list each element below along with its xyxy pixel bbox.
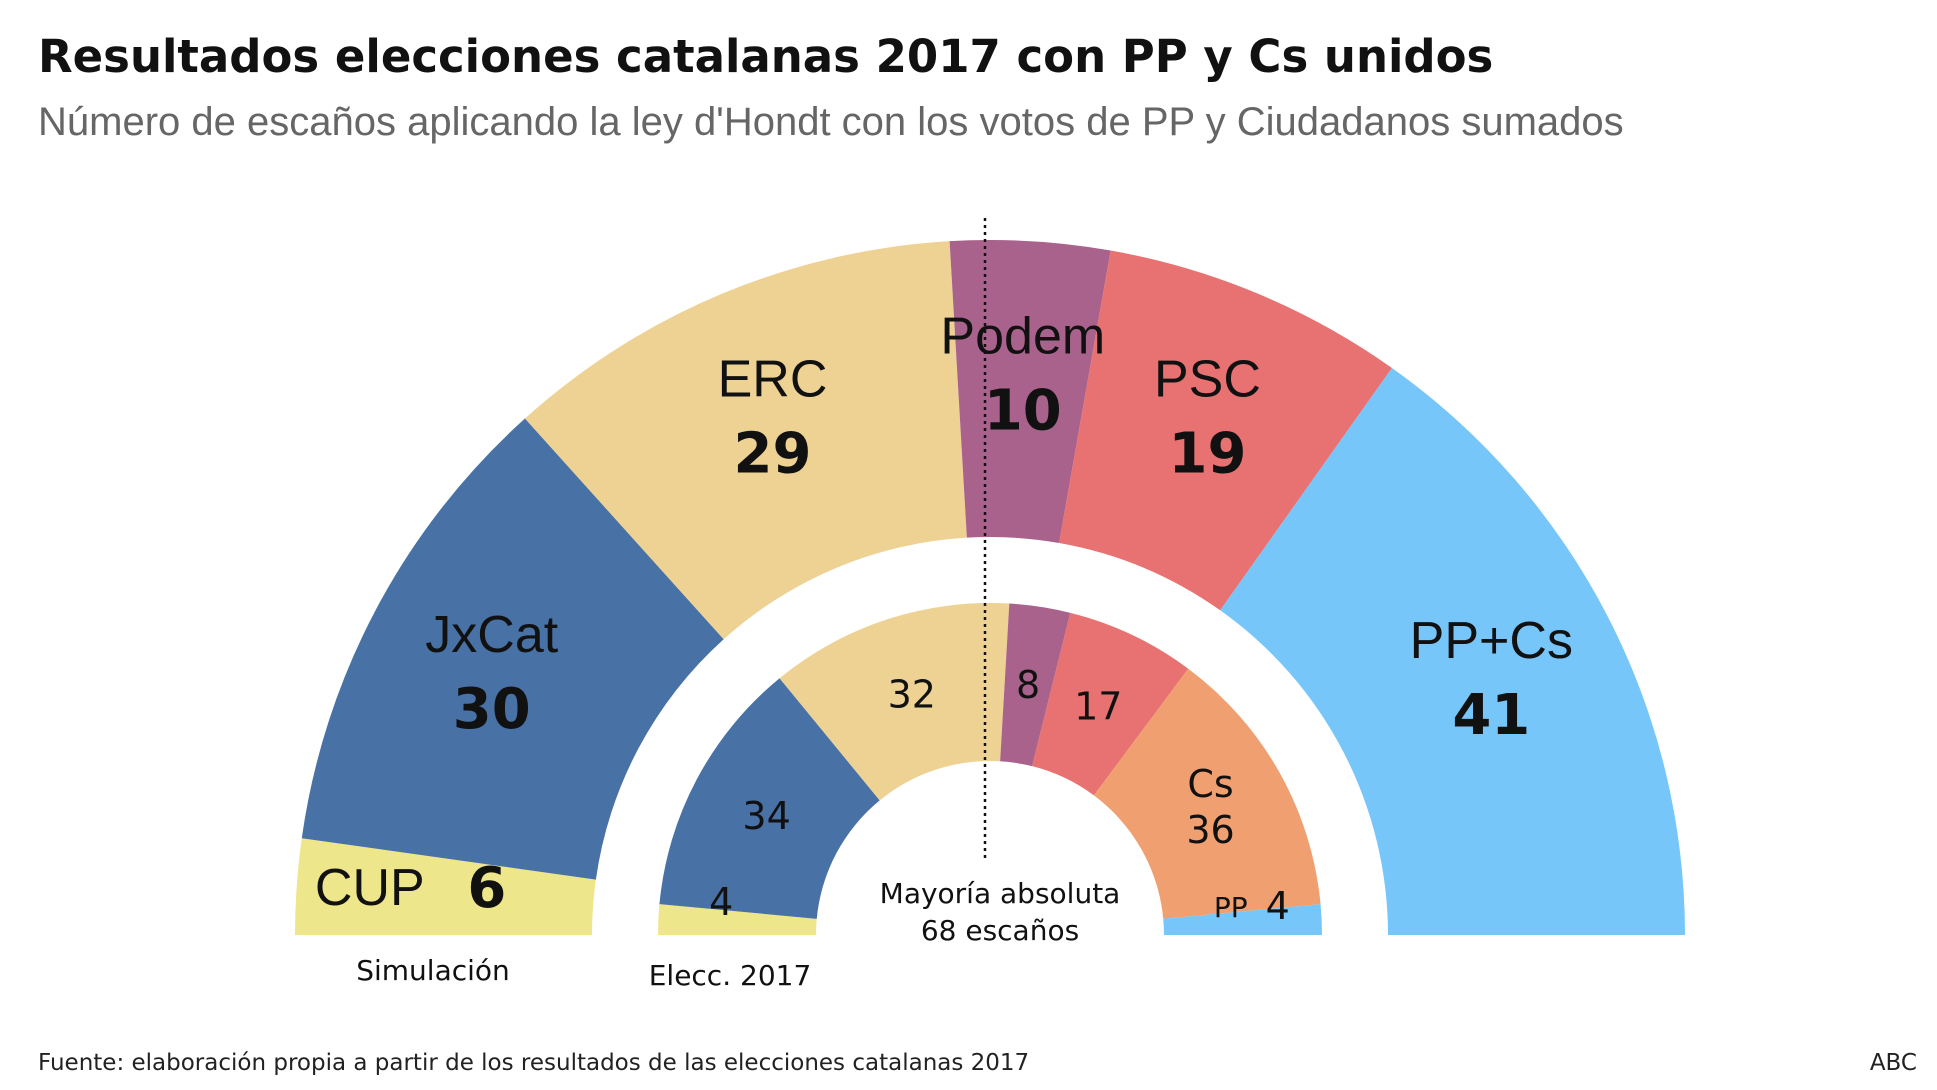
outer-label-value-psc: 19 — [1169, 421, 1247, 486]
inner-label-value-pp: 4 — [1266, 884, 1290, 928]
outer-label-value-podem: 10 — [984, 379, 1062, 444]
chart-subtitle: Número de escaños aplicando la ley d'Hon… — [38, 100, 1624, 144]
outer-label-value-jxcat: 30 — [453, 677, 531, 742]
outer-series-label: Simulación — [356, 954, 510, 987]
outer-label-name-pp-cs: PP+Cs — [1410, 612, 1573, 670]
inner-slice-pp — [1163, 904, 1322, 935]
outer-label-value-erc: 29 — [734, 421, 812, 486]
source-note: Fuente: elaboración propia a partir de l… — [38, 1050, 1030, 1076]
outer-label-value-cup: 6 — [467, 856, 506, 921]
inner-label-value-jxcat: 34 — [742, 794, 790, 838]
inner-label-name-pp: PP — [1214, 891, 1248, 924]
outer-slice-cup — [295, 838, 596, 935]
inner-slice-podem — [1000, 603, 1071, 767]
inner-label-value-podem: 8 — [1016, 663, 1040, 707]
inner-label-value-cup: 4 — [709, 880, 733, 924]
inner-label-value-erc: 32 — [888, 672, 936, 716]
chart-title: Resultados elecciones catalanas 2017 con… — [38, 30, 1494, 83]
inner-slice-cup — [658, 904, 817, 935]
majority-label-line1: Mayoría absoluta — [880, 877, 1121, 910]
outer-label-name-cup: CUP — [315, 859, 425, 917]
inner-slice-erc — [779, 603, 1010, 801]
inner-label-value-cs: 36 — [1186, 808, 1234, 852]
outer-label-name-podem: Podem — [940, 308, 1105, 366]
majority-label-line2: 68 escaños — [921, 914, 1079, 947]
inner-slice-jxcat — [659, 678, 880, 919]
inner-ring-2017 — [658, 603, 1322, 935]
inner-slice-psc — [1032, 612, 1189, 796]
outer-label-name-erc: ERC — [718, 350, 828, 408]
inner-label-value-psc: 17 — [1074, 684, 1122, 728]
inner-label-name-cs: Cs — [1187, 762, 1233, 806]
outer-ring-simulation — [295, 240, 1685, 935]
outer-slice-pp-cs — [1220, 368, 1685, 935]
outer-label-name-psc: PSC — [1154, 350, 1261, 408]
inner-slice-cs — [1093, 668, 1321, 919]
outer-label-value-pp-cs: 41 — [1452, 683, 1530, 748]
credit-label: ABC — [1869, 1050, 1917, 1076]
outer-label-name-jxcat: JxCat — [425, 606, 558, 664]
inner-series-label: Elecc. 2017 — [649, 959, 812, 992]
outer-slice-jxcat — [301, 418, 724, 880]
outer-slice-erc — [524, 241, 967, 640]
outer-slice-podem — [949, 240, 1111, 544]
outer-slice-psc — [1059, 250, 1392, 611]
